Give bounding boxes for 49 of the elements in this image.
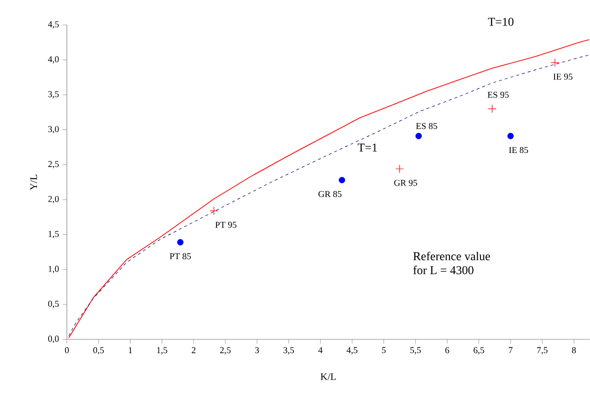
point: [177, 238, 184, 246]
annotation: GR 95: [394, 180, 418, 186]
x-tick-label: 3: [255, 347, 259, 354]
annotation: IE 85: [509, 146, 528, 153]
y-tick-label: 0,5: [48, 300, 59, 308]
annotation: PT 95: [215, 222, 236, 228]
x-tick-label: 3,5: [284, 347, 294, 354]
annotation: ES 95: [488, 92, 509, 98]
x-tick-label: 0,5: [93, 347, 104, 354]
annotation: for L = 4300: [413, 266, 474, 274]
annotation: Reference value: [413, 252, 490, 260]
x-tick-label: 4,5: [346, 347, 358, 354]
y-tick-label: 3,0: [48, 126, 59, 134]
point: [415, 132, 422, 140]
x-tick-label: 2: [192, 347, 196, 353]
y-tick-label: 1,5: [48, 230, 59, 238]
point: [488, 104, 496, 113]
y-tick-label: 2,5: [48, 160, 59, 168]
x-tick-label: 7: [508, 347, 513, 353]
x-axis-title: K/L: [320, 373, 336, 380]
text: T=10: [488, 18, 514, 26]
x-tick-label: 1,5: [157, 347, 168, 354]
point: [550, 58, 560, 67]
annotation: IE 95: [553, 74, 572, 80]
y-tick-label: 4,0: [48, 56, 59, 64]
point: [210, 206, 218, 215]
y-tick-label: 0,0: [48, 336, 59, 343]
point: [338, 176, 346, 184]
x-tick-label: 5: [382, 347, 386, 354]
point: [507, 132, 514, 140]
y-tick-label: 1,0: [48, 266, 59, 274]
x-tick-label: 7,5: [537, 347, 548, 354]
x-tick-label: 8: [572, 347, 576, 354]
x-tick-label: 1: [128, 347, 132, 353]
annotation: PT 85: [170, 253, 191, 260]
annotation: ES 85: [416, 122, 438, 129]
y-tick-label: 2,0: [48, 196, 59, 204]
point: [395, 164, 404, 174]
y-axis-title: Y/L: [30, 174, 38, 190]
y-tick-label: 3,5: [48, 91, 59, 98]
x-tick-label: 4: [318, 347, 323, 353]
series-label: T=1: [358, 144, 377, 152]
x-tick-label: 5,5: [410, 347, 421, 354]
x-tick-label: 6: [445, 347, 450, 354]
x-tick-label: 0: [64, 347, 69, 354]
x-tick-label: 2,5: [220, 347, 231, 354]
annotation: GR 85: [318, 190, 342, 197]
x-tick-label: 6,5: [474, 347, 484, 354]
y-tick-label: 4,5: [48, 21, 59, 28]
